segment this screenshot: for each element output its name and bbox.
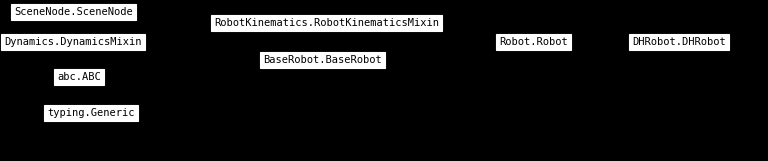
Text: BaseRobot.BaseRobot: BaseRobot.BaseRobot xyxy=(263,55,382,65)
Text: Robot.Robot: Robot.Robot xyxy=(499,37,568,47)
Text: RobotKinematics.RobotKinematicsMixin: RobotKinematics.RobotKinematicsMixin xyxy=(214,18,439,28)
Text: Dynamics.DynamicsMixin: Dynamics.DynamicsMixin xyxy=(4,37,141,47)
Text: SceneNode.SceneNode: SceneNode.SceneNode xyxy=(14,7,133,17)
Text: DHRobot.DHRobot: DHRobot.DHRobot xyxy=(632,37,726,47)
Text: typing.Generic: typing.Generic xyxy=(47,108,134,118)
Text: abc.ABC: abc.ABC xyxy=(57,72,101,82)
